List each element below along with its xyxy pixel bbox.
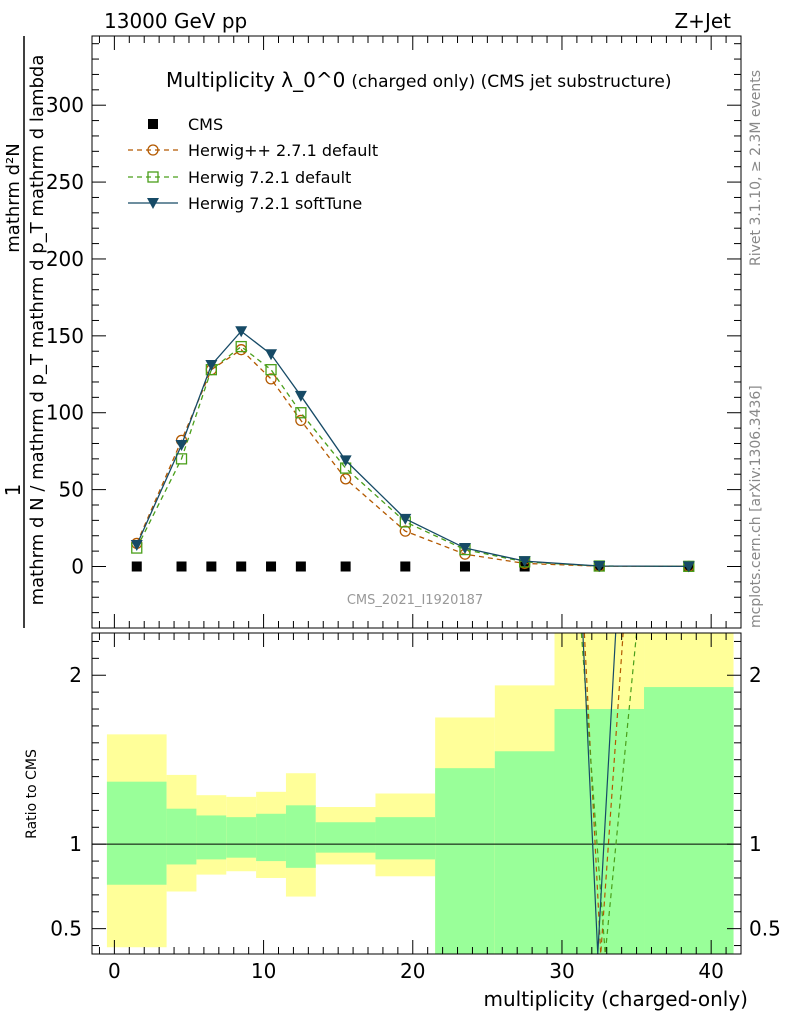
ratio-y-tick-label-right: 0.5 (749, 917, 781, 941)
plot-title: Multiplicity λ_0^0 (charged only) (CMS je… (166, 68, 671, 92)
x-axis-label: multiplicity (charged-only) (483, 987, 748, 1011)
y-tick-label: 0 (71, 554, 84, 578)
main-axis-ticks: 0 50 100 150 200 250 300 (46, 36, 741, 629)
herwig7-softtune-point (235, 326, 248, 338)
x-tick-label: 40 (698, 959, 723, 983)
cms-point (206, 561, 217, 572)
herwig7-default-point (175, 453, 188, 465)
series-triangle-solid (130, 326, 695, 573)
herwig7-softtune-point (205, 360, 218, 372)
herwig7-softtune-point (399, 513, 412, 525)
herwig7-softtune-point (518, 556, 531, 568)
x-tick-label: 10 (251, 959, 276, 983)
header-left: 13000 GeV pp (104, 9, 247, 33)
mcplots-label: mcplots.cern.ch [arXiv:1306.3436] (748, 385, 764, 628)
x-tick-label: 20 (400, 959, 425, 983)
legend-entry: Herwig 7.2.1 default (128, 168, 351, 187)
ratio-band-green (375, 817, 436, 860)
cms-point (295, 561, 306, 572)
x-tick-label: 30 (549, 959, 574, 983)
cms-point (400, 561, 411, 572)
ratio-band-green (494, 751, 555, 954)
series-circle-dashed (131, 344, 695, 572)
series-line (136, 348, 689, 567)
cms-point (148, 119, 158, 129)
herwig7-softtune-point (682, 561, 695, 573)
ratio-y-tick-label-right: 1 (749, 832, 762, 856)
main-y-axis-label: 1 mathrm d²N mathrm d N / mathrm d p_T m… (1, 36, 48, 628)
ratio-band-green (106, 781, 167, 885)
main-plot-frame (91, 35, 742, 629)
herwig7-default-point (265, 364, 277, 376)
ratio-y-tick-label-right: 2 (749, 663, 762, 687)
legend-label: Herwig 7.2.1 default (188, 168, 351, 187)
cms-point (340, 561, 351, 572)
legend-entry: Herwig 7.2.1 softTune (128, 194, 362, 213)
herwigpp-point (265, 373, 277, 385)
y-label-numerator: mathrm d²N (3, 143, 24, 252)
legend-entry: Herwig++ 2.7.1 default (128, 141, 378, 160)
plot-title-main: Multiplicity λ_0^0 (166, 68, 345, 92)
ratio-mc-line (583, 632, 624, 955)
series-square-dashed (131, 340, 695, 572)
legend: CMS Herwig++ 2.7.1 default Herwig 7.2.1 de… (128, 115, 378, 213)
herwig7-default-point (147, 171, 159, 183)
cms-point (459, 561, 470, 572)
ratio-y-tick-label: 0.5 (50, 917, 82, 941)
y-tick-label: 200 (46, 247, 84, 271)
ratio-band-green (226, 817, 257, 858)
cms-point (131, 561, 142, 572)
ratio-band-green (315, 822, 376, 853)
legend-label: CMS (188, 115, 223, 134)
herwig7-default-point (295, 407, 307, 419)
ratio-band-green (435, 768, 495, 954)
ratio-bands (106, 633, 734, 954)
herwigpp-point (147, 144, 159, 156)
y-tick-label: 250 (46, 170, 84, 194)
rivet-label: Rivet 3.1.10, ≥ 2.3M events (748, 70, 764, 266)
herwig7-softtune-point (130, 539, 143, 551)
herwig7-default-point (235, 340, 247, 353)
herwig7-softtune-point (339, 455, 352, 467)
main-plot: Multiplicity λ_0^0 (charged only) (CMS je… (46, 35, 742, 629)
ratio-y-tick-label: 2 (69, 663, 82, 687)
herwig7-softtune-point (265, 349, 278, 361)
ratio-y-tick-label: 1 (69, 832, 82, 856)
y-tick-label: 100 (46, 401, 84, 425)
y-label-one: 1 (1, 484, 25, 497)
y-tick-label: 150 (46, 324, 84, 348)
ratio-axis-ticks: 0.5 0.51 12 20 10 20 30 40 (50, 633, 781, 983)
herwig7-softtune-point (294, 390, 307, 402)
cms-point (176, 561, 187, 572)
series-line (136, 330, 689, 567)
ratio-band-green (256, 813, 286, 862)
ratio-band-green (166, 808, 197, 865)
y-label-denominator: mathrm d N / mathrm d p_T mathrm d p_T m… (27, 55, 48, 606)
plot-title-suffix: (charged only) (CMS jet substructure) (351, 72, 671, 92)
legend-label: Herwig 7.2.1 softTune (188, 194, 362, 213)
ratio-y-label: Ratio to CMS (24, 749, 40, 839)
herwig7-softtune-point (593, 561, 606, 573)
legend-label: Herwig++ 2.7.1 default (188, 141, 378, 160)
cms-point (236, 561, 247, 572)
main-series (130, 326, 695, 573)
header-right: Z+Jet (674, 9, 731, 33)
y-tick-label: 50 (59, 478, 84, 502)
legend-entry: CMS (148, 115, 223, 134)
ratio-band-green (196, 815, 227, 860)
watermark: CMS_2021_I1920187 (347, 593, 483, 608)
herwig7-softtune-point (147, 198, 159, 209)
herwigpp-point (339, 473, 352, 485)
herwig7-softtune-point (458, 543, 471, 555)
herwig7-softtune-point (175, 440, 188, 452)
x-tick-label: 0 (108, 959, 121, 983)
ratio-plot: 0.5 0.51 12 20 10 20 30 40 Ratio to CMS multipl… (24, 632, 781, 1011)
y-tick-label: 300 (46, 93, 84, 117)
herwigpp-point (295, 414, 307, 427)
ratio-band-green (285, 805, 316, 868)
herwigpp-point (399, 525, 411, 537)
cms-point (266, 561, 277, 572)
ratio-band-green (644, 687, 734, 954)
